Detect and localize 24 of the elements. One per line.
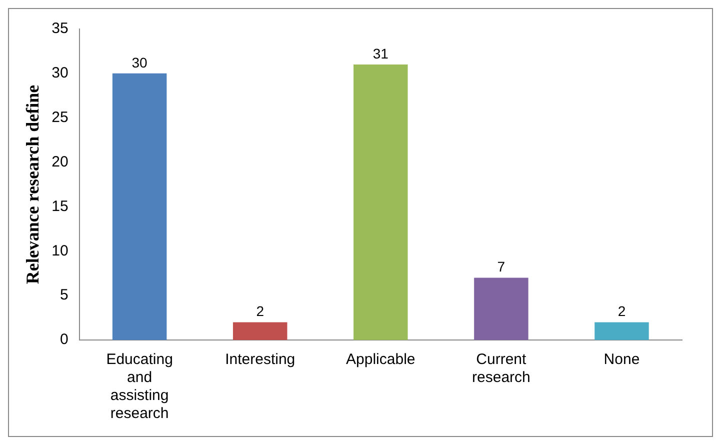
bar [354, 64, 408, 340]
bar [112, 73, 167, 340]
y-tick-label: 15 [52, 198, 68, 215]
data-label: 31 [372, 45, 389, 62]
bar [474, 278, 528, 340]
data-label: 30 [132, 54, 148, 70]
data-label: 7 [497, 258, 506, 275]
x-tick-label: Interesting [225, 351, 296, 368]
y-tick-label: 5 [60, 286, 68, 304]
x-tick-label: Educating and assisting research [106, 351, 173, 422]
y-tick-label: 10 [52, 242, 68, 260]
y-tick-label: 0 [60, 331, 68, 348]
y-tick-label: 25 [52, 109, 68, 126]
y-tick-label: 30 [52, 64, 68, 82]
x-tick-label: Applicable [346, 351, 416, 368]
y-tick-label: 35 [52, 20, 68, 38]
y-axis-title: Relevance research define [22, 84, 42, 284]
data-label: 2 [256, 303, 264, 320]
x-tick-label: Current research [472, 351, 530, 386]
x-tick-label: None [604, 351, 640, 368]
bar [594, 322, 649, 340]
y-tick-label: 20 [52, 153, 68, 170]
data-label: 2 [618, 303, 626, 320]
bar [232, 322, 288, 340]
